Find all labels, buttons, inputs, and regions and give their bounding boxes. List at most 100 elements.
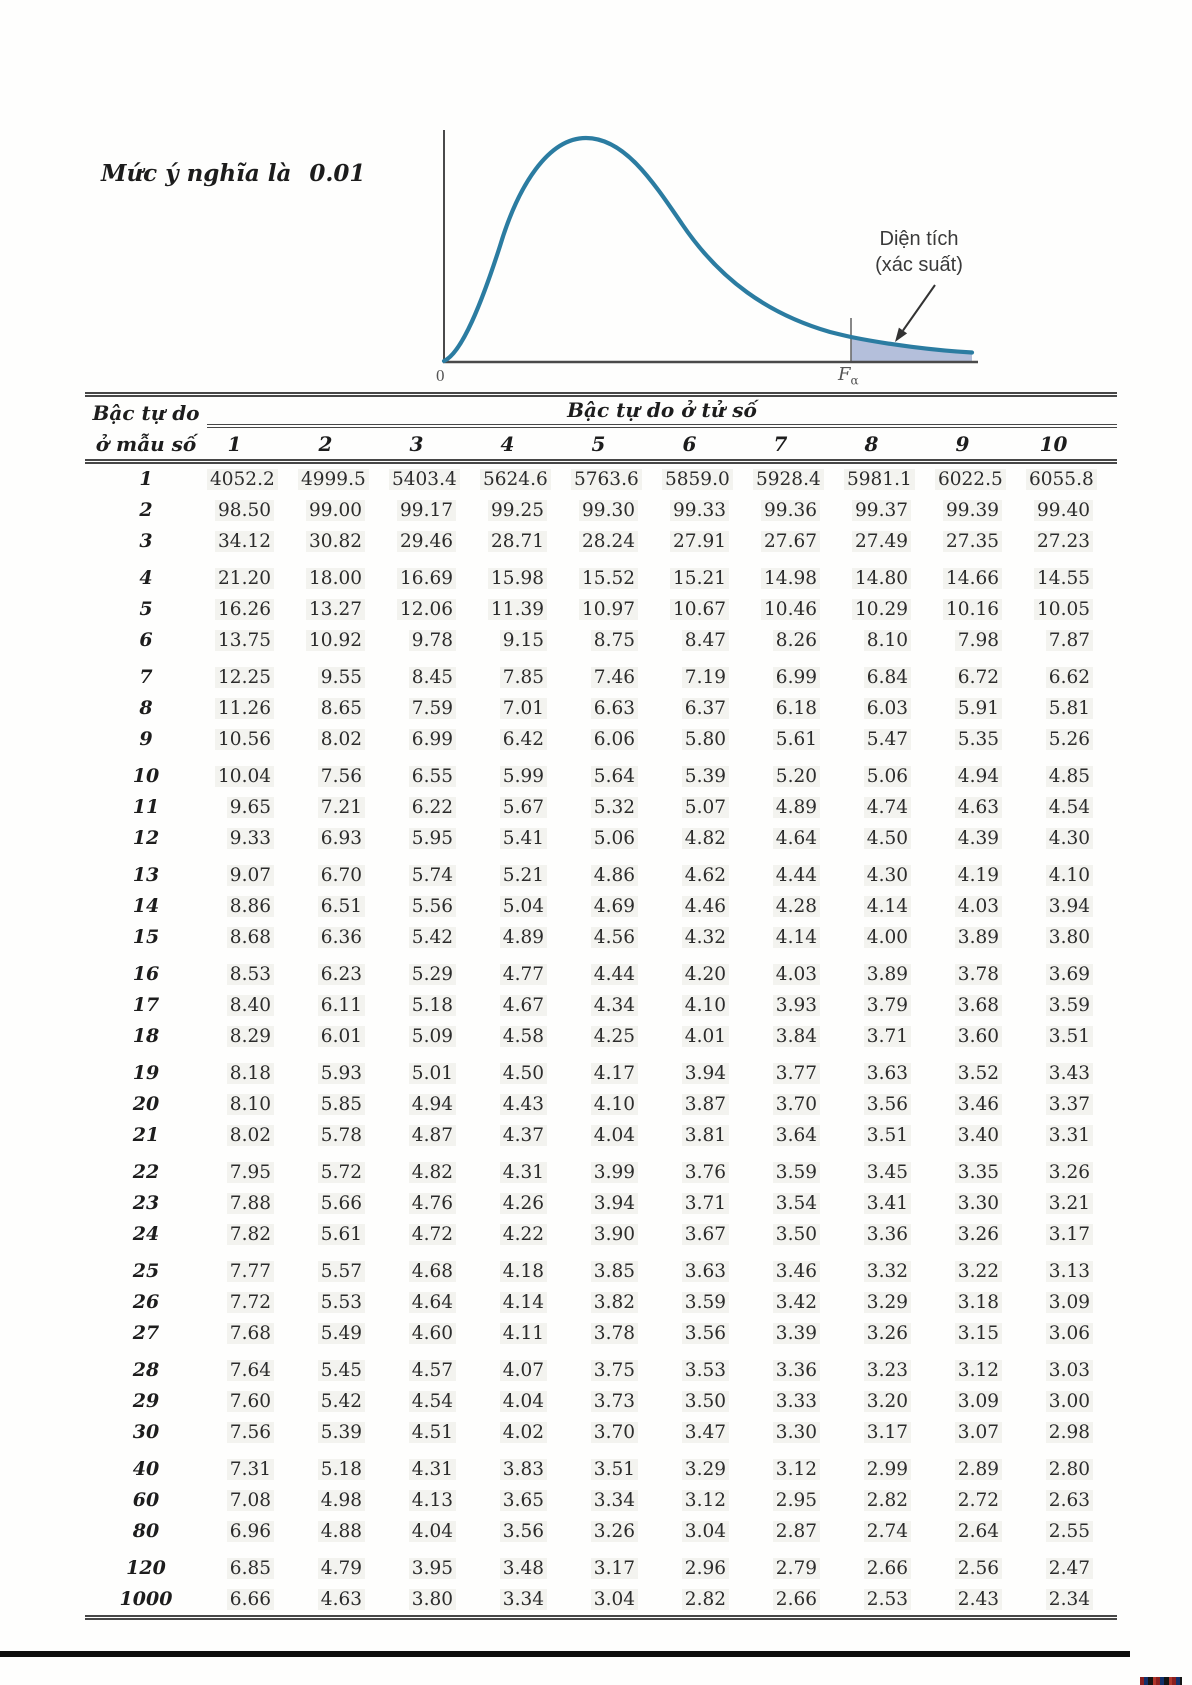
f-critical-value-cell: 4.67	[480, 990, 571, 1021]
f-critical-value-cell: 5.95	[389, 823, 480, 854]
f-critical-value-cell: 2.47	[1026, 1547, 1117, 1584]
f-critical-value-cell: 5.61	[753, 724, 844, 755]
f-critical-value-cell: 99.30	[571, 495, 662, 526]
f-critical-value-cell: 3.54	[753, 1188, 844, 1219]
denominator-df-label: 16	[132, 963, 160, 985]
f-critical-value-cell: 4.89	[753, 792, 844, 823]
f-critical-value-cell: 18.00	[298, 557, 389, 594]
f-critical-value-cell: 2.96	[662, 1547, 753, 1584]
f-critical-value-cell: 3.35	[935, 1151, 1026, 1188]
f-critical-value-cell: 5.57	[298, 1250, 389, 1287]
f-critical-value-cell: 4.31	[480, 1151, 571, 1188]
table-row: 25 7.77 5.57 4.68 4.18 3.85 3.63 3.46 3.32 3.22 3.…	[85, 1250, 1117, 1287]
f-critical-value-cell: 3.99	[571, 1151, 662, 1188]
table-row: 6 13.75 10.92 9.78 9.15 8.75 8.47 8.26 8.10 7.98 7…	[85, 625, 1117, 656]
f-critical-value-cell: 13.27	[298, 594, 389, 625]
table-row: 19 8.18 5.93 5.01 4.50 4.17 3.94 3.77 3.63 3.52 3.…	[85, 1052, 1117, 1089]
f-critical-value-cell: 5.41	[480, 823, 571, 854]
table-row: 18 8.29 6.01 5.09 4.58 4.25 4.01 3.84 3.71 3.60 3.…	[85, 1021, 1117, 1052]
denominator-df-label: 120	[126, 1557, 166, 1579]
f-critical-value-cell: 5.20	[753, 755, 844, 792]
f-critical-value-cell: 6.93	[298, 823, 389, 854]
f-critical-value-cell: 9.78	[389, 625, 480, 656]
denominator-df-label: 4	[139, 567, 153, 589]
f-critical-value-cell: 4.54	[389, 1386, 480, 1417]
f-critical-value-cell: 4.63	[298, 1584, 389, 1620]
f-critical-value-cell: 9.15	[480, 625, 571, 656]
f-critical-value-cell: 6.01	[298, 1021, 389, 1052]
f-critical-value-cell: 3.59	[662, 1287, 753, 1318]
f-critical-value-cell: 2.74	[844, 1516, 935, 1547]
f-critical-value-cell: 6.55	[389, 755, 480, 792]
f-critical-value-cell: 5.53	[298, 1287, 389, 1318]
f-critical-value-cell: 3.37	[1026, 1089, 1117, 1120]
f-critical-value-cell: 4.17	[571, 1052, 662, 1089]
numerator-df-column-header: 1	[207, 426, 298, 465]
axis-origin-label: 0	[436, 366, 445, 385]
f-critical-value-cell: 15.21	[662, 557, 753, 594]
f-critical-value-cell: 5.91	[935, 693, 1026, 724]
f-critical-value-cell: 3.65	[480, 1485, 571, 1516]
f-critical-value-cell: 4.04	[480, 1386, 571, 1417]
f-critical-value-cell: 4.98	[298, 1485, 389, 1516]
f-critical-value-cell: 4.94	[935, 755, 1026, 792]
f-critical-value-cell: 5.74	[389, 854, 480, 891]
table-row: 40 7.31 5.18 4.31 3.83 3.51 3.29 3.12 2.99 2.89 2.…	[85, 1448, 1117, 1485]
table-row: 80 6.96 4.88 4.04 3.56 3.26 3.04 2.87 2.74 2.64 2.…	[85, 1516, 1117, 1547]
f-critical-value-cell: 7.46	[571, 656, 662, 693]
f-critical-value-cell: 3.51	[844, 1120, 935, 1151]
f-critical-value-cell: 6.96	[207, 1516, 298, 1547]
f-critical-value-cell: 4.62	[662, 854, 753, 891]
f-critical-value-cell: 8.53	[207, 953, 298, 990]
f-critical-value-cell: 3.73	[571, 1386, 662, 1417]
f-critical-value-cell: 4.25	[571, 1021, 662, 1052]
f-critical-value-cell: 6.72	[935, 656, 1026, 693]
f-critical-value-cell: 6.66	[207, 1584, 298, 1620]
table-row: 29 7.60 5.42 4.54 4.04 3.73 3.50 3.33 3.20 3.09 3.…	[85, 1386, 1117, 1417]
f-critical-value-cell: 4.34	[571, 990, 662, 1021]
f-critical-value-cell: 5.99	[480, 755, 571, 792]
f-critical-value-cell: 4.54	[1026, 792, 1117, 823]
f-critical-value-cell: 3.46	[935, 1089, 1026, 1120]
table-row: 9 10.56 8.02 6.99 6.42 6.06 5.80 5.61 5.47 5.35 5.…	[85, 724, 1117, 755]
f-critical-value-cell: 6.06	[571, 724, 662, 755]
f-critical-value-cell: 7.85	[480, 656, 571, 693]
table-row: 4 21.20 18.00 16.69 15.98 15.52 15.21 14.98 14.8…	[85, 557, 1117, 594]
table-row: 27 7.68 5.49 4.60 4.11 3.78 3.56 3.39 3.26 3.15 3.…	[85, 1318, 1117, 1349]
numerator-df-column-header: 3	[389, 426, 480, 465]
f-critical-value-cell: 3.06	[1026, 1318, 1117, 1349]
denominator-df-label: 6	[139, 629, 153, 651]
f-critical-value-cell: 3.89	[935, 922, 1026, 953]
table-row: 22 7.95 5.72 4.82 4.31 3.99 3.76 3.59 3.45 3.35 3.…	[85, 1151, 1117, 1188]
f-critical-value-cell: 6.51	[298, 891, 389, 922]
f-critical-value-cell: 3.50	[662, 1386, 753, 1417]
f-critical-value-cell: 27.35	[935, 526, 1026, 557]
f-critical-value-cell: 6.85	[207, 1547, 298, 1584]
f-critical-value-cell: 5.35	[935, 724, 1026, 755]
f-critical-value-cell: 4.57	[389, 1349, 480, 1386]
table-row: 1000 6.66 4.63 3.80 3.34 3.04 2.82 2.66 2.53 2.43…	[85, 1584, 1117, 1620]
f-critical-value-cell: 3.12	[935, 1349, 1026, 1386]
f-critical-value-cell: 3.63	[844, 1052, 935, 1089]
f-critical-value-cell: 4.77	[480, 953, 571, 990]
critical-f-symbol: F	[838, 364, 851, 385]
table-row: 30 7.56 5.39 4.51 4.02 3.70 3.47 3.30 3.17 3.07 2.…	[85, 1417, 1117, 1448]
f-critical-value-cell: 3.82	[571, 1287, 662, 1318]
f-critical-value-cell: 3.84	[753, 1021, 844, 1052]
f-critical-value-cell: 4.00	[844, 922, 935, 953]
table-header-row-1: Bậc tự do ở mẫu số Bậc tự do ở tử số	[85, 392, 1117, 464]
f-critical-value-cell: 5.66	[298, 1188, 389, 1219]
f-critical-value-cell: 3.89	[844, 953, 935, 990]
f-critical-value-cell: 4.32	[662, 922, 753, 953]
f-critical-value-cell: 4.20	[662, 953, 753, 990]
column-group-title: Bậc tự do ở tử số	[207, 392, 1117, 429]
f-critical-value-cell: 4.30	[844, 854, 935, 891]
f-critical-value-cell: 3.30	[753, 1417, 844, 1448]
f-critical-value-cell: 14.55	[1026, 557, 1117, 594]
f-critical-value-cell: 8.47	[662, 625, 753, 656]
table-row: 15 8.68 6.36 5.42 4.89 4.56 4.32 4.14 4.00 3.89 3.…	[85, 922, 1117, 953]
table-row: 20 8.10 5.85 4.94 4.43 4.10 3.87 3.70 3.56 3.46 3.…	[85, 1089, 1117, 1120]
f-critical-value-cell: 16.69	[389, 557, 480, 594]
f-critical-value-cell: 3.85	[571, 1250, 662, 1287]
f-critical-value-cell: 3.94	[571, 1188, 662, 1219]
